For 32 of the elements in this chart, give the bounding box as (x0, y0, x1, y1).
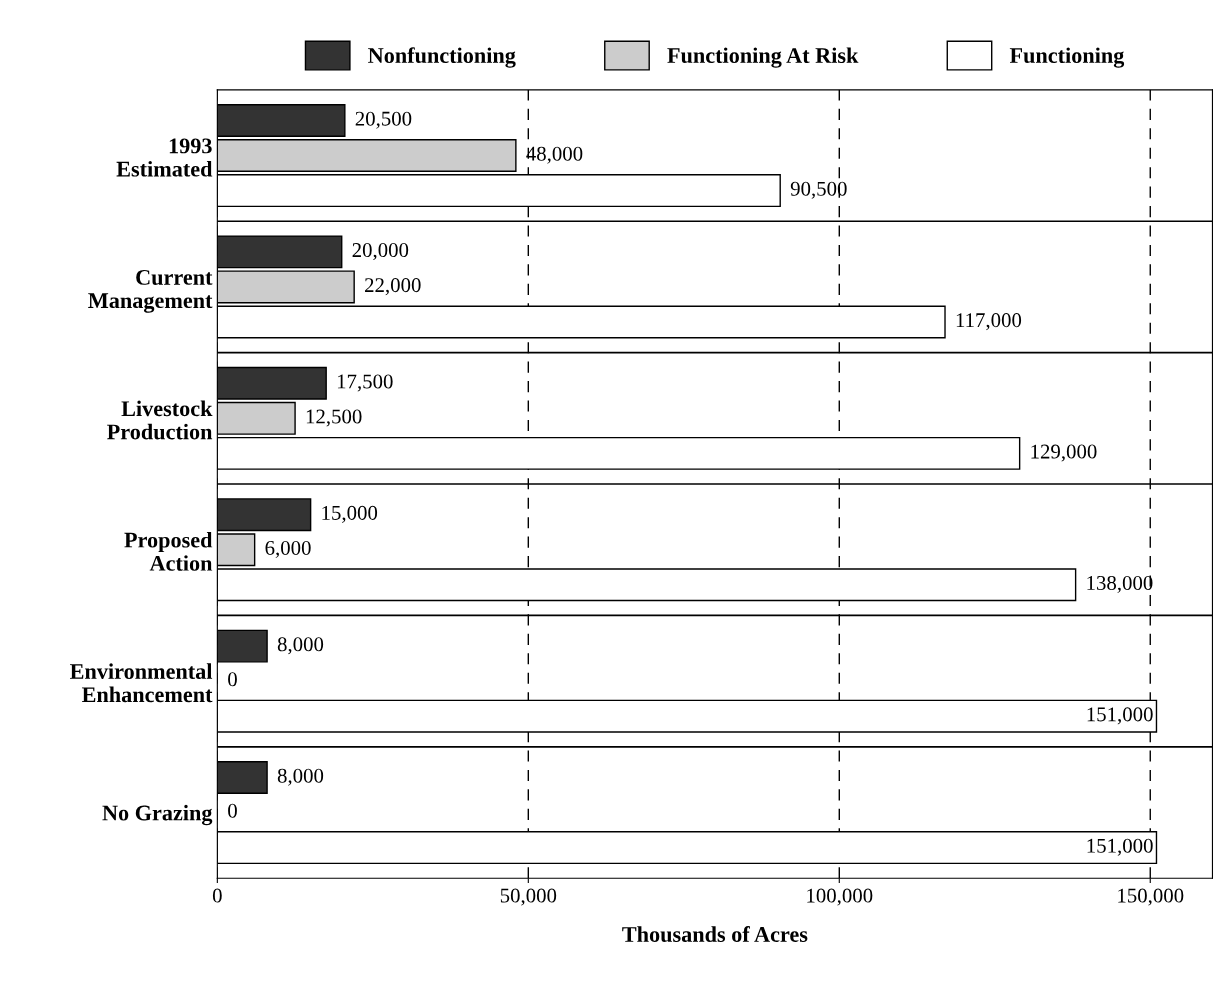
y-tick-label: No Grazing (102, 804, 213, 826)
y-tick-label: Livestock Production (107, 400, 213, 440)
data-label: 20,000 (352, 243, 409, 261)
data-label: 8,000 (277, 637, 324, 655)
y-tick-label: Current Management (88, 269, 213, 313)
y-tick-label: Proposed Action (124, 531, 213, 571)
data-label: 0 (228, 672, 237, 687)
legend-label: Functioning (1009, 47, 1125, 68)
data-label: 15,000 (322, 505, 378, 523)
data-label: 129,000 (1031, 444, 1097, 462)
data-label: 151,000 (1087, 707, 1153, 725)
data-label: 151,000 (1087, 838, 1153, 856)
x-tick-label: 100,000 (807, 888, 873, 906)
x-tick-label: 50,000 (500, 888, 557, 906)
legend-label: Functioning At Risk (667, 47, 859, 68)
data-label: 48,000 (526, 146, 583, 164)
data-label: 17,500 (337, 374, 393, 392)
y-tick-label: Environmental Enhancement (70, 663, 213, 703)
data-label: 6,000 (265, 540, 311, 558)
data-label: 138,000 (1087, 575, 1153, 593)
data-label: 8,000 (277, 768, 324, 786)
x-tick-label: 150,000 (1118, 888, 1184, 906)
x-tick-label: 0 (212, 888, 222, 903)
data-label: 117,000 (956, 313, 1022, 331)
data-label: 0 (228, 803, 237, 818)
data-label: 20,500 (355, 111, 412, 129)
data-label: 12,500 (306, 409, 362, 427)
legend-label: Nonfunctioning (368, 47, 516, 68)
y-tick-label: 1993 Estimated (116, 138, 213, 177)
data-label: 22,000 (365, 278, 421, 296)
data-label: 90,500 (790, 181, 847, 199)
x-axis-title: Thousands of Acres (622, 926, 808, 942)
